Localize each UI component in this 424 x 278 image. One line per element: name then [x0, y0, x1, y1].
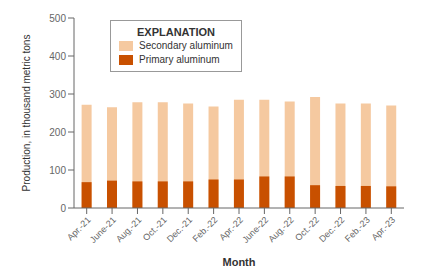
svg-text:Apr.-22: Apr.-22	[217, 214, 245, 243]
html-text:Primary aluminum: Primary aluminum	[139, 54, 220, 65]
svg-text:Dec.-21: Dec.-21	[165, 215, 194, 244]
svg-text:200: 200	[49, 127, 66, 138]
svg-text:0: 0	[60, 203, 66, 214]
svg-text:June-22: June-22	[240, 215, 270, 245]
svg-text:Apr.-23: Apr.-23	[370, 215, 398, 243]
svg-text:Feb.-23: Feb.-23	[343, 215, 372, 244]
svg-text:Month: Month	[223, 256, 256, 268]
svg-text:500: 500	[49, 13, 66, 24]
svg-text:Aug.-22: Aug.-22	[266, 215, 295, 244]
svg-text:100: 100	[49, 165, 66, 176]
svg-text:300: 300	[49, 89, 66, 100]
html-text:EXPLANATION: EXPLANATION	[137, 26, 215, 38]
html-text:Secondary aluminum: Secondary aluminum	[139, 40, 233, 51]
svg-text:Production, in thousand metric: Production, in thousand metric tons	[21, 35, 32, 192]
svg-text:Feb.-22: Feb.-22	[191, 215, 220, 244]
svg-text:June-21: June-21	[88, 215, 118, 245]
svg-text:Oct.-22: Oct.-22	[293, 215, 321, 243]
svg-text:Oct.-21: Oct.-21	[141, 215, 169, 243]
svg-text:Aug.-21: Aug.-21	[114, 215, 143, 244]
svg-text:Dec.-22: Dec.-22	[317, 215, 346, 244]
svg-text:400: 400	[49, 51, 66, 62]
svg-text:Apr.-21: Apr.-21	[65, 214, 93, 243]
